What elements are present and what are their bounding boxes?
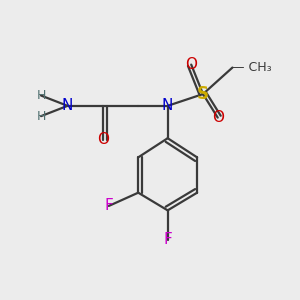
Text: N: N <box>62 98 73 113</box>
Text: — CH₃: — CH₃ <box>232 61 272 74</box>
Text: H: H <box>36 110 46 123</box>
Text: F: F <box>163 232 172 247</box>
Text: H: H <box>36 89 46 102</box>
Text: O: O <box>212 110 224 125</box>
Text: N: N <box>162 98 173 113</box>
Text: S: S <box>197 85 209 103</box>
Text: O: O <box>97 132 109 147</box>
Text: O: O <box>185 57 197 72</box>
Text: F: F <box>104 198 113 213</box>
